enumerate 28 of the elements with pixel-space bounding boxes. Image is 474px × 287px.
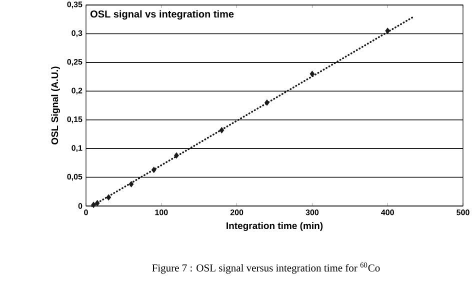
point <box>91 202 96 208</box>
point <box>106 194 112 201</box>
point <box>94 200 100 206</box>
y-tick-label: 0,05 <box>67 174 82 181</box>
x-tick-label: 0 <box>84 210 88 216</box>
x-tick-label: 400 <box>381 210 394 216</box>
y-tick-label: 0,2 <box>72 88 82 95</box>
point <box>310 70 315 78</box>
caption: Figure 7 : OSL signal versus integration time for $^{60}$Co <box>152 262 380 274</box>
point <box>174 152 179 159</box>
y-axis-title: OSL Signal (A.U.) <box>51 66 60 144</box>
y-tick-label: 0 <box>78 203 82 209</box>
point <box>385 28 390 34</box>
point <box>128 180 134 188</box>
point <box>264 99 270 106</box>
x-tick-label: 500 <box>456 210 470 216</box>
y-tick-label: 0,3 <box>72 30 82 38</box>
y-tick-label: 0,35 <box>67 2 82 8</box>
point <box>151 166 156 174</box>
x-tick-label: 300 <box>306 210 319 216</box>
x-tick-label: 200 <box>230 210 244 216</box>
chart-title: OSL signal vs integration time <box>90 10 234 20</box>
y-tick-label: 0,15 <box>67 116 82 124</box>
x-axis-title: Integration time (min) <box>226 222 323 231</box>
y-tick-label: 0,1 <box>72 145 82 152</box>
x-tick-label: 100 <box>155 210 168 216</box>
point <box>219 126 224 134</box>
y-tick-label: 0,25 <box>67 59 82 66</box>
